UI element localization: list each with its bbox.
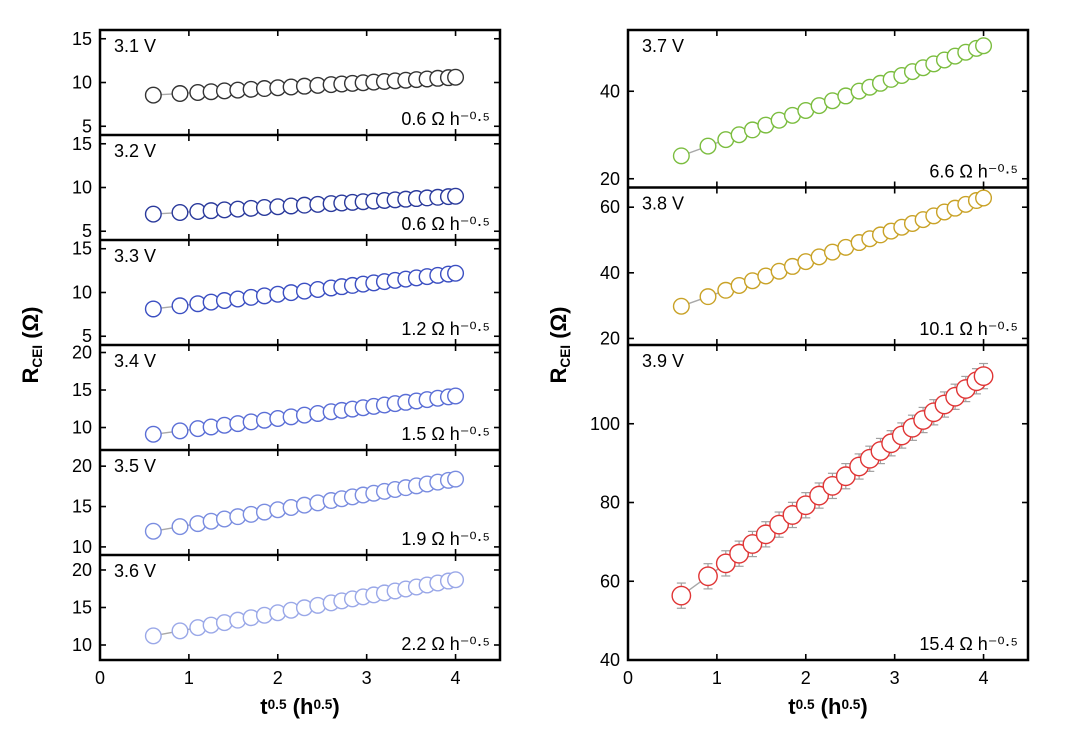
- svg-text:100: 100: [590, 414, 620, 434]
- panel-p32: 510153.2 V0.6 Ω h⁻⁰·⁵: [72, 129, 500, 241]
- data-marker: [976, 190, 992, 206]
- svg-text:15: 15: [72, 597, 92, 617]
- voltage-label: 3.4 V: [114, 351, 156, 371]
- data-marker: [146, 628, 162, 644]
- slope-label: 10.1 Ω h⁻⁰·⁵: [919, 319, 1018, 339]
- panel-p37: 20 40 3.7 V 6.6 Ω h⁻⁰·⁵: [600, 36, 1028, 189]
- data-marker: [448, 265, 464, 281]
- svg-text:2: 2: [801, 668, 811, 688]
- data-marker: [700, 289, 716, 305]
- panel-p38: 20 40 60 3.8 V 10.1 Ω h⁻⁰·⁵: [600, 182, 1028, 349]
- svg-text:10: 10: [72, 537, 92, 557]
- svg-text:10: 10: [72, 418, 92, 438]
- panel-p33: 510153.3 V1.2 Ω h⁻⁰·⁵: [72, 234, 500, 346]
- data-marker: [172, 86, 188, 102]
- svg-text:1: 1: [712, 668, 722, 688]
- svg-text:15: 15: [72, 134, 92, 154]
- data-marker: [674, 298, 690, 314]
- svg-text:20: 20: [600, 169, 620, 189]
- panel-p31: 510153.1 V0.6 Ω h⁻⁰·⁵: [72, 29, 500, 137]
- data-marker: [672, 586, 690, 604]
- voltage-label: 3.8 V: [642, 194, 684, 214]
- svg-text:t0.5 (h0.5): t0.5 (h0.5): [260, 694, 339, 719]
- voltage-label: 3.7 V: [642, 36, 684, 56]
- column-right: RCEI (Ω) t0.5 (h0.5) 0 1 2 3 4 20 40 3.7 V 6.6 Ω h…: [546, 30, 1028, 719]
- data-marker: [448, 388, 464, 404]
- voltage-label: 3.2 V: [114, 141, 156, 161]
- data-marker: [146, 206, 162, 222]
- svg-text:60: 60: [600, 571, 620, 591]
- svg-text:10: 10: [72, 635, 92, 655]
- svg-text:0: 0: [95, 668, 105, 688]
- data-marker: [146, 523, 162, 539]
- svg-text:15: 15: [72, 239, 92, 259]
- data-marker: [172, 519, 188, 535]
- voltage-label: 3.3 V: [114, 246, 156, 266]
- svg-text:20: 20: [600, 328, 620, 348]
- slope-label: 2.2 Ω h⁻⁰·⁵: [401, 634, 490, 654]
- svg-text:15: 15: [72, 29, 92, 49]
- data-marker: [674, 148, 690, 164]
- slope-label: 1.9 Ω h⁻⁰·⁵: [401, 529, 490, 549]
- figure-root: RCEI (Ω)t0.5 (h0.5)01234510153.1 V0.6 Ω …: [0, 0, 1072, 737]
- slope-label: 1.5 Ω h⁻⁰·⁵: [401, 424, 490, 444]
- svg-text:3: 3: [890, 668, 900, 688]
- chart-svg: RCEI (Ω)t0.5 (h0.5)01234510153.1 V0.6 Ω …: [0, 0, 1072, 737]
- svg-text:RCEI (Ω): RCEI (Ω): [18, 306, 45, 383]
- svg-text:40: 40: [600, 81, 620, 101]
- slope-label: 15.4 Ω h⁻⁰·⁵: [919, 634, 1018, 654]
- svg-text:40: 40: [600, 650, 620, 670]
- svg-text:3: 3: [362, 668, 372, 688]
- column-left: RCEI (Ω)t0.5 (h0.5)01234510153.1 V0.6 Ω …: [18, 29, 500, 719]
- svg-text:60: 60: [600, 197, 620, 217]
- data-marker: [172, 298, 188, 314]
- slope-label: 0.6 Ω h⁻⁰·⁵: [401, 214, 490, 234]
- svg-text:1: 1: [184, 668, 194, 688]
- data-marker: [172, 623, 188, 639]
- panel-p36: 10 15 20 3.6 V 2.2 Ω h⁻⁰·⁵: [72, 549, 500, 655]
- svg-text:40: 40: [600, 263, 620, 283]
- voltage-label: 3.6 V: [114, 561, 156, 581]
- svg-text:4: 4: [451, 668, 461, 688]
- voltage-label: 3.5 V: [114, 456, 156, 476]
- svg-text:RCEI (Ω): RCEI (Ω): [546, 306, 573, 383]
- data-marker: [448, 69, 464, 85]
- data-marker: [146, 426, 162, 442]
- svg-text:20: 20: [72, 560, 92, 580]
- data-marker: [448, 572, 464, 588]
- panel-p35: 10 15 20 3.5 V 1.9 Ω h⁻⁰·⁵: [72, 444, 500, 557]
- data-marker: [700, 138, 716, 154]
- data-marker: [976, 38, 992, 54]
- svg-text:0: 0: [623, 668, 633, 688]
- svg-text:t0.5 (h0.5): t0.5 (h0.5): [788, 694, 867, 719]
- data-marker: [974, 367, 992, 385]
- svg-text:4: 4: [979, 668, 989, 688]
- panel-p39: 40 60 80 100 3.9 V 15.4 Ω h⁻⁰·⁵: [590, 339, 1028, 670]
- svg-text:10: 10: [72, 282, 92, 302]
- svg-text:20: 20: [72, 343, 92, 363]
- data-marker: [172, 423, 188, 439]
- svg-text:10: 10: [72, 73, 92, 93]
- svg-text:15: 15: [72, 497, 92, 517]
- data-marker: [146, 87, 162, 103]
- slope-label: 6.6 Ω h⁻⁰·⁵: [929, 162, 1018, 182]
- data-marker: [448, 188, 464, 204]
- slope-label: 0.6 Ω h⁻⁰·⁵: [401, 109, 490, 129]
- svg-text:80: 80: [600, 493, 620, 513]
- data-marker: [146, 301, 162, 317]
- data-marker: [448, 471, 464, 487]
- slope-label: 1.2 Ω h⁻⁰·⁵: [401, 319, 490, 339]
- voltage-label: 3.9 V: [642, 351, 684, 371]
- data-marker: [699, 567, 717, 585]
- data-marker: [172, 205, 188, 221]
- voltage-label: 3.1 V: [114, 36, 156, 56]
- svg-text:20: 20: [72, 456, 92, 476]
- svg-text:2: 2: [273, 668, 283, 688]
- panel-p34: 10 15 20 3.4 V 1.5 Ω h⁻⁰·⁵: [72, 339, 500, 444]
- svg-text:15: 15: [72, 380, 92, 400]
- svg-text:10: 10: [72, 178, 92, 198]
